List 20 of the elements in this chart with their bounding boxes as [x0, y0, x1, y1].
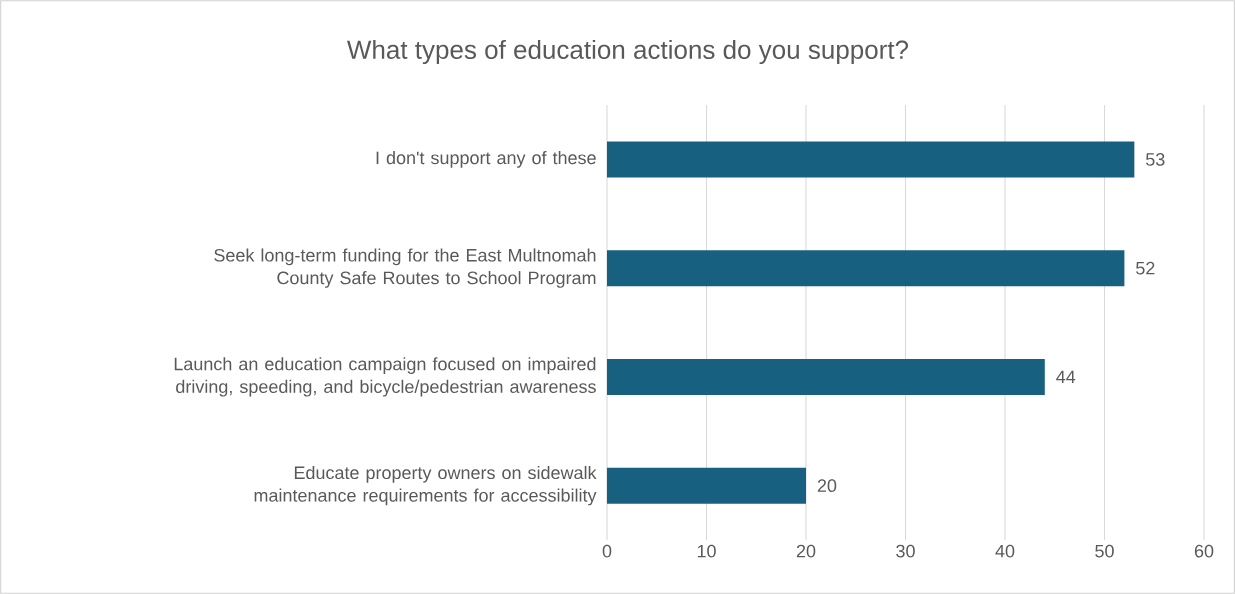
- bar: [607, 467, 806, 504]
- data-label: 20: [817, 479, 837, 492]
- data-label: 44: [1056, 370, 1076, 384]
- bar: [607, 358, 1045, 395]
- x-tick-label: 40: [995, 544, 1015, 558]
- y-tick-label: Seek long-term funding for the East Multnomah County Safe Routes to School Program: [214, 248, 596, 288]
- x-tick-label: 30: [896, 544, 915, 558]
- data-label: 53: [1145, 153, 1165, 166]
- bar: [607, 141, 1135, 178]
- y-tick-label: Launch an education campaign focused on impaired driving, speeding, and bicycle/pedestrian awareness: [174, 357, 596, 397]
- y-tick-label: Educate property owners on sidewalk maintenance requirements for accessibility: [254, 465, 597, 506]
- chart-title: What types of education actions do you support?: [346, 39, 909, 65]
- x-tick-label: 10: [697, 544, 716, 558]
- y-tick-label: I don't support any of these: [376, 150, 596, 168]
- x-tick-label: 60: [1194, 544, 1214, 558]
- x-tick-label: 50: [1095, 544, 1114, 558]
- data-label: 52: [1136, 261, 1155, 275]
- x-tick-label: 0: [602, 544, 612, 558]
- bar: [607, 250, 1125, 287]
- x-tick-label: 20: [796, 544, 816, 558]
